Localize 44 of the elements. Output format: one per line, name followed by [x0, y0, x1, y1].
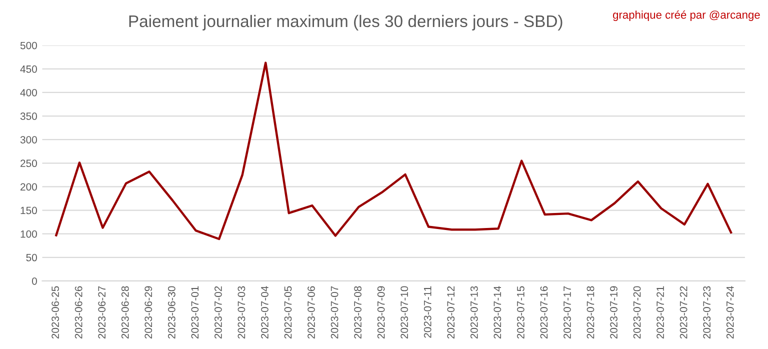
- y-tick-label: 50: [26, 254, 37, 262]
- x-tick-label: 2023-07-16: [540, 286, 548, 339]
- x-tick-label: 2023-07-03: [238, 286, 246, 339]
- x-tick-label: 2023-07-11: [424, 286, 432, 338]
- x-tick-label: 2023-07-09: [377, 286, 385, 339]
- x-tick-label: 2023-07-06: [308, 286, 315, 339]
- x-tick-label: 2023-06-30: [168, 286, 176, 339]
- chart-title: Paiement journalier maximum (les 30 derniers jours - SBD): [129, 14, 562, 30]
- x-tick-label: 2023-07-07: [330, 286, 338, 339]
- x-tick-label: 2023-07-15: [517, 286, 524, 339]
- x-tick-label: 2023-07-05: [284, 286, 292, 339]
- x-tick-label: 2023-07-13: [470, 286, 478, 339]
- x-tick-label: 2023-07-10: [400, 286, 408, 339]
- x-tick-label: 2023-07-01: [191, 286, 199, 339]
- x-tick-label: 2023-07-12: [447, 286, 455, 339]
- y-tick-label: 350: [20, 112, 37, 120]
- x-tick-label: 2023-07-20: [633, 286, 641, 339]
- x-tick-label: 2023-06-26: [74, 286, 82, 339]
- y-tick-label: 400: [20, 88, 37, 96]
- y-tick-label: 450: [20, 65, 37, 73]
- y-tick-label: 300: [20, 136, 37, 144]
- x-tick-label: 2023-07-08: [354, 286, 362, 339]
- x-tick-label: 2023-07-24: [726, 286, 734, 339]
- x-tick-label: 2023-07-22: [680, 286, 688, 339]
- text: graphique créé par @arcange: [613, 10, 760, 21]
- x-tick-label: 2023-06-25: [52, 286, 59, 339]
- x-tick-label: 2023-07-02: [214, 286, 222, 339]
- x-tick-label: 2023-06-27: [98, 286, 106, 339]
- x-tick-label: 2023-06-29: [144, 286, 152, 339]
- line-series: [55, 62, 732, 240]
- x-tick-label: 2023-07-17: [564, 286, 571, 339]
- y-tick-label: 200: [20, 183, 37, 191]
- x-tick-label: 2023-07-19: [610, 286, 618, 339]
- y-tick-label: 0: [32, 277, 37, 285]
- y-tick-label: 250: [20, 160, 37, 168]
- x-tick-label: 2023-07-23: [703, 286, 711, 339]
- y-tick-label: 500: [20, 42, 37, 50]
- y-tick-label: 100: [20, 230, 37, 238]
- x-tick-label: 2023-06-28: [121, 286, 129, 339]
- x-tick-label: 2023-07-04: [261, 286, 268, 339]
- x-tick-label: 2023-07-14: [494, 286, 502, 339]
- x-tick-label: 2023-07-21: [656, 286, 664, 339]
- x-tick-label: 2023-07-18: [586, 286, 594, 339]
- y-tick-label: 150: [20, 206, 37, 214]
